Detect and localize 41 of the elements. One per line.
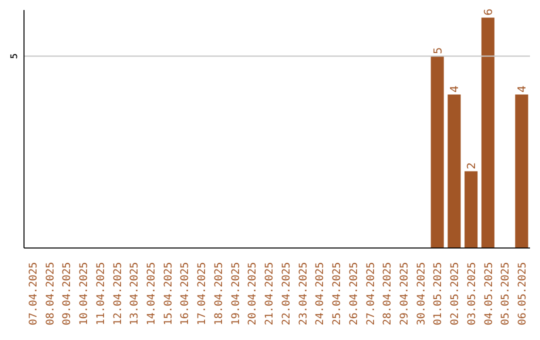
x-tick-label: 04.05.2025	[482, 262, 495, 326]
x-tick-label: 01.05.2025	[432, 262, 444, 326]
x-tick-label: 25.04.2025	[331, 262, 344, 326]
x-tick-label: 27.04.2025	[364, 262, 377, 326]
x-tick-label: 17.04.2025	[196, 262, 208, 326]
data-label: 2	[465, 162, 478, 170]
x-tick-label: 24.04.2025	[314, 262, 326, 326]
x-tick-label: 18.04.2025	[212, 262, 225, 326]
data-label: 4	[448, 85, 462, 92]
x-tick-label: 12.04.2025	[112, 262, 124, 326]
data-label: 5	[431, 47, 444, 54]
x-tick-label: 30.04.2025	[415, 262, 428, 326]
x-tick-label: 22.04.2025	[280, 262, 292, 326]
x-tick-label: 14.04.2025	[146, 262, 158, 326]
x-tick-label: 28.04.2025	[382, 262, 394, 326]
x-tick-label: 15.04.2025	[162, 262, 174, 326]
data-label: 4	[516, 85, 529, 92]
x-tick-label: 23.04.2025	[297, 262, 310, 326]
bar	[430, 56, 444, 248]
x-tick-label: 05.05.2025	[500, 262, 512, 326]
x-tick-label: 16.04.2025	[179, 262, 192, 326]
ref-line-label: 5	[10, 53, 20, 59]
x-tick-label: 26.04.2025	[348, 262, 360, 326]
bar	[464, 171, 478, 248]
x-tick-label: 20.04.2025	[246, 262, 259, 326]
x-tick-label: 29.04.2025	[398, 262, 410, 326]
data-label: 6	[482, 8, 495, 16]
x-tick-label: 11.04.2025	[94, 262, 107, 326]
x-tick-label: 07.04.2025	[27, 262, 40, 326]
bar	[515, 94, 528, 248]
x-tick-label: 06.05.2025	[516, 262, 529, 326]
x-tick-label: 21.04.2025	[264, 262, 276, 326]
x-tick-label: 03.05.2025	[466, 262, 478, 326]
x-tick-label: 10.04.2025	[78, 262, 90, 326]
x-tick-label: 09.04.2025	[61, 262, 74, 326]
x-tick-label: 19.04.2025	[230, 262, 242, 326]
bar	[481, 18, 494, 248]
x-tick-label: 08.04.2025	[44, 262, 56, 326]
x-tick-label: 13.04.2025	[128, 262, 141, 326]
x-tick-label: 02.05.2025	[449, 262, 462, 326]
bar	[448, 94, 461, 248]
